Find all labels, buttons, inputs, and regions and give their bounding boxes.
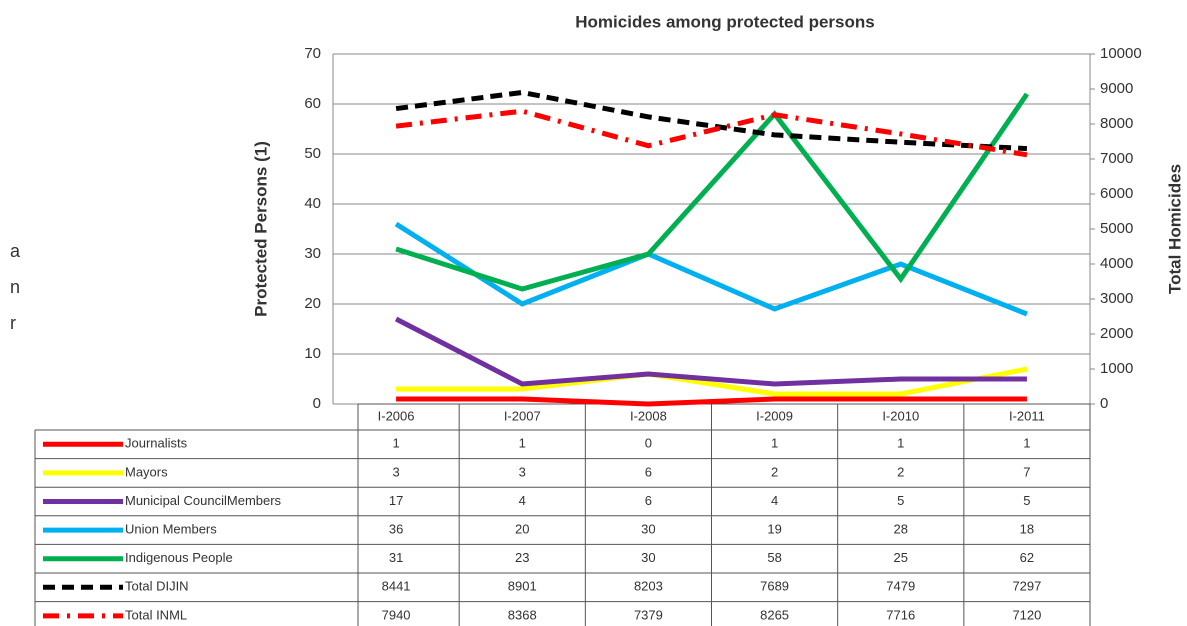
table-cell: 6 — [645, 464, 652, 479]
y-tick-label: 30 — [304, 245, 321, 262]
series-line — [394, 221, 1028, 317]
y2-tick-label: 3000 — [1100, 290, 1133, 307]
table-cell: 0 — [645, 436, 652, 451]
series-line — [395, 92, 1029, 292]
table-cell: 7716 — [886, 607, 915, 622]
table-cell: 7 — [1023, 464, 1030, 479]
y2-axis-title: Total Homicides — [1165, 164, 1184, 294]
table-cell: 25 — [894, 550, 908, 565]
table-cell: 1 — [392, 436, 399, 451]
y-tick-label: 40 — [304, 195, 321, 212]
table-cell: 31 — [389, 550, 403, 565]
table-cell: 58 — [767, 550, 781, 565]
y-tick-label: 70 — [304, 45, 321, 62]
y-axis-title: Protected Persons (1) — [251, 141, 270, 317]
series-line — [394, 316, 1027, 387]
table-cell: 2 — [771, 464, 778, 479]
table-cell: 4 — [771, 493, 778, 508]
legend-label: Mayors — [125, 464, 168, 479]
table-cell: 8203 — [634, 579, 663, 594]
table-cell: 8368 — [508, 607, 537, 622]
table-cell: 7379 — [634, 607, 663, 622]
chart-title: Homicides among protected persons — [575, 12, 874, 31]
y2-tick-label: 0 — [1100, 395, 1108, 412]
table-cell: 6 — [645, 493, 652, 508]
y-tick-label: 0 — [313, 395, 321, 412]
fragment: n — [10, 277, 20, 297]
table-cell: 30 — [641, 550, 655, 565]
x-tick-label: I-2008 — [630, 408, 667, 423]
table-cell: 7297 — [1012, 579, 1041, 594]
table-cell: 4 — [519, 493, 526, 508]
y-tick-label: 20 — [304, 295, 321, 312]
legend-label: Municipal CouncilMembers — [125, 493, 282, 508]
table-cell: 2 — [897, 464, 904, 479]
legend-label: Union Members — [125, 522, 217, 537]
table-cell: 5 — [1023, 493, 1030, 508]
legend-label: Indigenous People — [125, 550, 233, 565]
table-cell: 7479 — [886, 579, 915, 594]
y-tick-label: 60 — [304, 95, 321, 112]
y2-tick-label: 8000 — [1100, 115, 1133, 132]
table-cell: 20 — [515, 522, 529, 537]
table-cell: 28 — [894, 522, 908, 537]
table-cell: 17 — [389, 493, 403, 508]
fragment: a — [10, 241, 21, 261]
fragment: r — [10, 313, 16, 333]
table-cell: 18 — [1020, 522, 1034, 537]
table-cell: 3 — [392, 464, 399, 479]
table-cell: 7120 — [1012, 607, 1041, 622]
table-cell: 23 — [515, 550, 529, 565]
y2-tick-label: 5000 — [1100, 220, 1133, 237]
y2-tick-label: 7000 — [1100, 150, 1133, 167]
table-cell: 5 — [897, 493, 904, 508]
series-line — [395, 108, 1028, 158]
x-tick-label: I-2006 — [378, 408, 415, 423]
table-cell: 1 — [897, 436, 904, 451]
table-cell: 62 — [1020, 550, 1034, 565]
table-cell: 1 — [1023, 436, 1030, 451]
series-line — [395, 89, 1028, 152]
table-cell: 19 — [767, 522, 781, 537]
y2-tick-label: 4000 — [1100, 255, 1133, 272]
y2-tick-label: 10000 — [1100, 45, 1142, 62]
table-cell: 8265 — [760, 607, 789, 622]
x-tick-label: I-2007 — [504, 408, 541, 423]
x-tick-label: I-2011 — [1009, 408, 1045, 423]
table-cell: 8901 — [508, 579, 537, 594]
y2-tick-label: 1000 — [1100, 360, 1133, 377]
table-cell: 8441 — [382, 579, 411, 594]
series-line — [396, 366, 1028, 397]
y-tick-label: 50 — [304, 145, 321, 162]
table-cell: 1 — [771, 436, 778, 451]
y2-tick-label: 2000 — [1100, 325, 1133, 342]
legend-label: Journalists — [125, 436, 188, 451]
table-cell: 7689 — [760, 579, 789, 594]
y2-tick-label: 6000 — [1100, 185, 1133, 202]
table-cell: 1 — [519, 436, 526, 451]
series-line — [396, 396, 1027, 407]
x-tick-label: I-2010 — [882, 408, 919, 423]
table-cell: 36 — [389, 522, 403, 537]
x-tick-label: I-2009 — [756, 408, 793, 423]
y-tick-label: 10 — [304, 345, 321, 362]
table-cell: 3 — [519, 464, 526, 479]
table-cell: 7940 — [382, 607, 411, 622]
table-cell: 30 — [641, 522, 655, 537]
legend-label: Total DIJIN — [125, 579, 189, 594]
legend-label: Total INML — [125, 607, 187, 622]
y2-tick-label: 9000 — [1100, 80, 1133, 97]
